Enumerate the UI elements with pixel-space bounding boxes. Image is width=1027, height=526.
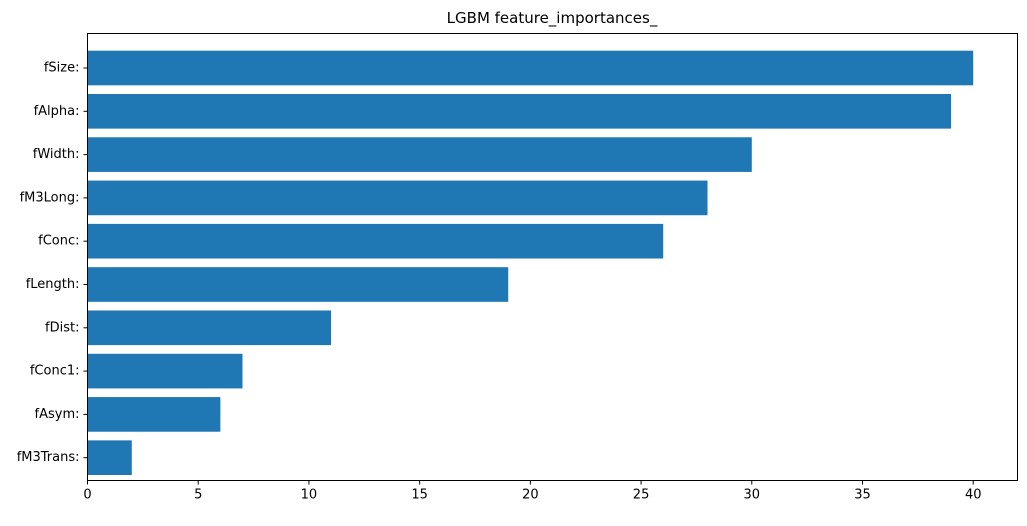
y-tick-label: fConc1:: [30, 364, 80, 379]
y-tick-label: fLength:: [26, 277, 80, 292]
x-tick-label: 5: [194, 488, 202, 503]
x-tick-label: 40: [965, 488, 982, 503]
bars-group: [87, 50, 974, 476]
x-axis-ticks: 0 5 10 15 20 25 30 35 40: [83, 480, 982, 503]
x-tick-label: 25: [633, 488, 650, 503]
y-tick-label: fM3Long:: [20, 190, 80, 205]
bar-fdist: [87, 310, 332, 346]
y-tick-label: fAsym:: [35, 407, 80, 422]
bar-fsize: [87, 50, 974, 86]
x-tick-label: 10: [301, 488, 318, 503]
bar-fconc: [87, 223, 664, 259]
y-tick-label: fAlpha:: [34, 104, 80, 119]
x-tick-label: 30: [744, 488, 761, 503]
x-tick-label: 0: [83, 488, 91, 503]
y-tick-label: fConc:: [38, 234, 79, 249]
x-tick-label: 20: [522, 488, 539, 503]
bar-fm3long: [87, 180, 708, 216]
bar-falpha: [87, 93, 952, 129]
y-axis-ticks: fSize: fAlpha: fWidth: fM3Long: fConc: fLengt…: [17, 61, 88, 465]
bar-fasym: [87, 397, 221, 432]
y-tick-label: fDist:: [45, 320, 79, 335]
y-tick-label: fWidth:: [33, 147, 80, 162]
x-tick-label: 15: [411, 488, 428, 503]
bar-fconc1: [87, 353, 243, 389]
y-tick-label: fM3Trans:: [17, 450, 80, 465]
x-tick-label: 35: [854, 488, 871, 503]
bar-fm3trans: [87, 440, 132, 476]
chart-title: LGBM feature_importances_: [447, 9, 658, 28]
plot-frame: [87, 33, 1018, 481]
bar-flength: [87, 267, 509, 302]
y-tick-label: fSize:: [44, 61, 80, 76]
bar-fwidth: [87, 137, 752, 172]
